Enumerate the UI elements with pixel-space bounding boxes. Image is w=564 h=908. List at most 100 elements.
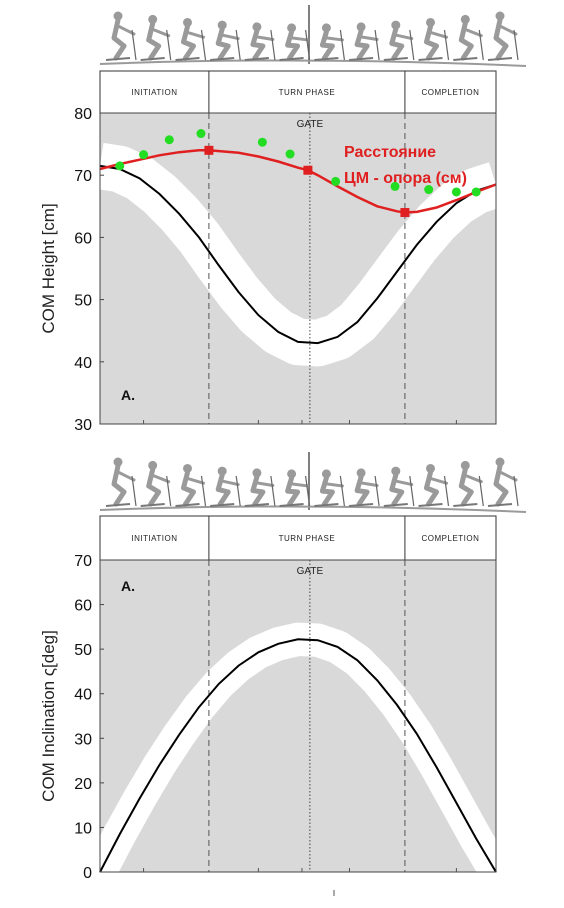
skier-body-icon: [319, 29, 335, 61]
skier-figure-icon: [418, 463, 450, 507]
skier-body-icon: [493, 463, 509, 507]
skier-head-icon: [391, 466, 401, 476]
series-line-main: [99, 164, 497, 345]
skier-figure-icon: [314, 23, 345, 61]
skier-figure-icon: [244, 22, 276, 61]
ski-pole-icon: [305, 29, 311, 61]
ski-icon: [105, 503, 131, 507]
skier-body-icon: [146, 20, 162, 61]
y-tick-label: 10: [74, 820, 92, 837]
skier-arm-icon: [498, 470, 518, 482]
plot-frame: [99, 112, 497, 425]
scatter-point: [196, 129, 206, 139]
ski-pole-icon: [270, 475, 276, 507]
ski-pole-icon: [374, 475, 380, 507]
skier-figure-icon: [105, 11, 137, 61]
ski-icon: [453, 503, 478, 507]
y-tick-label: 30: [74, 417, 92, 434]
skier-arm-icon: [220, 33, 240, 41]
skier-body-icon: [458, 20, 474, 61]
ski-icon: [279, 503, 304, 507]
skier-arm-icon: [220, 479, 240, 487]
snow-line: [99, 505, 527, 513]
skier-body-icon: [493, 17, 509, 61]
skier-body-icon: [424, 469, 439, 507]
skier-body-icon: [354, 474, 370, 507]
skier-figure-icon: [349, 468, 380, 507]
skier-body-icon: [458, 466, 474, 507]
skier-body-icon: [215, 472, 231, 507]
ski-icon: [175, 57, 200, 61]
skier-body-icon: [181, 23, 196, 61]
skier-head-icon: [252, 22, 262, 32]
skier-arm-icon: [324, 36, 344, 42]
ski-pole-icon: [409, 475, 415, 507]
skier-arm-icon: [255, 481, 275, 487]
skier-figure-icon: [487, 11, 519, 61]
skier-body-icon: [354, 28, 370, 61]
y-tick-label: 0: [83, 865, 92, 882]
skier-body-icon: [424, 23, 439, 61]
phase-label: INITIATION: [131, 88, 177, 97]
phase-bar: [99, 515, 497, 561]
ski-icon: [383, 57, 408, 61]
ski-pole-icon: [339, 29, 345, 61]
ski-pole-icon: [166, 29, 172, 61]
ski-icon: [210, 503, 235, 507]
skier-head-icon: [252, 468, 262, 478]
y-tick-label: 20: [74, 776, 92, 793]
ski-icon: [244, 57, 269, 61]
skier-arm-icon: [498, 24, 518, 36]
ski-icon: [314, 57, 339, 61]
skier-head-icon: [148, 460, 158, 470]
phase-label: TURN PHASE: [279, 534, 336, 543]
gate-label: GATE: [297, 119, 324, 130]
ski-pole-icon: [513, 475, 519, 507]
skier-arm-icon: [359, 35, 379, 41]
skier-head-icon: [321, 469, 331, 479]
skier-head-icon: [426, 17, 435, 27]
panel-label: A.: [121, 387, 135, 403]
ski-pole-icon: [235, 475, 241, 507]
skier-head-icon: [321, 23, 331, 33]
skier-arm-icon: [151, 27, 171, 38]
y-tick-label: 40: [74, 355, 92, 372]
series-name-line2: ЦМ - опора (см): [344, 170, 467, 187]
y-tick-label: 60: [74, 598, 92, 615]
scatter-point: [451, 187, 461, 197]
skier-figure-icon: [244, 468, 276, 507]
skier-figure-icon: [105, 457, 137, 507]
ski-icon: [383, 503, 408, 507]
skier-head-icon: [113, 11, 123, 21]
plot-area: [100, 113, 496, 424]
ski-pole-icon: [131, 475, 137, 507]
skier-figure-icon: [453, 460, 484, 507]
skier-figure-icon: [140, 14, 172, 61]
square-marker: [204, 145, 214, 155]
scatter-point: [390, 181, 400, 191]
skier-head-icon: [287, 469, 297, 479]
ski-pole-icon: [409, 29, 415, 61]
ski-icon: [418, 57, 443, 61]
skier-figure-icon: [279, 469, 311, 507]
height-panel: INITIATION TURN PHASE COMPLETION GATE Рассто…: [39, 5, 527, 434]
ski-pole-icon: [200, 29, 207, 61]
skier-body-icon: [250, 474, 266, 507]
ski-pole-icon: [270, 29, 276, 61]
y-tick-label: 80: [74, 106, 92, 123]
skier-body-icon: [250, 28, 266, 61]
y-tick-label: 70: [74, 168, 92, 185]
skier-head-icon: [356, 22, 366, 32]
y-tick-label: 50: [74, 642, 92, 659]
skier-head-icon: [113, 457, 123, 467]
phase-label: COMPLETION: [422, 88, 480, 97]
skier-arm-icon: [290, 36, 310, 42]
ski-icon: [314, 503, 339, 507]
skier-arm-icon: [359, 481, 379, 487]
skier-figure-icon: [453, 14, 484, 61]
skier-figure-icon: [349, 22, 380, 61]
skier-figure-icon: [487, 457, 519, 507]
skier-head-icon: [356, 468, 366, 478]
phase-bar: [99, 70, 497, 114]
skier-head-icon: [460, 460, 470, 470]
